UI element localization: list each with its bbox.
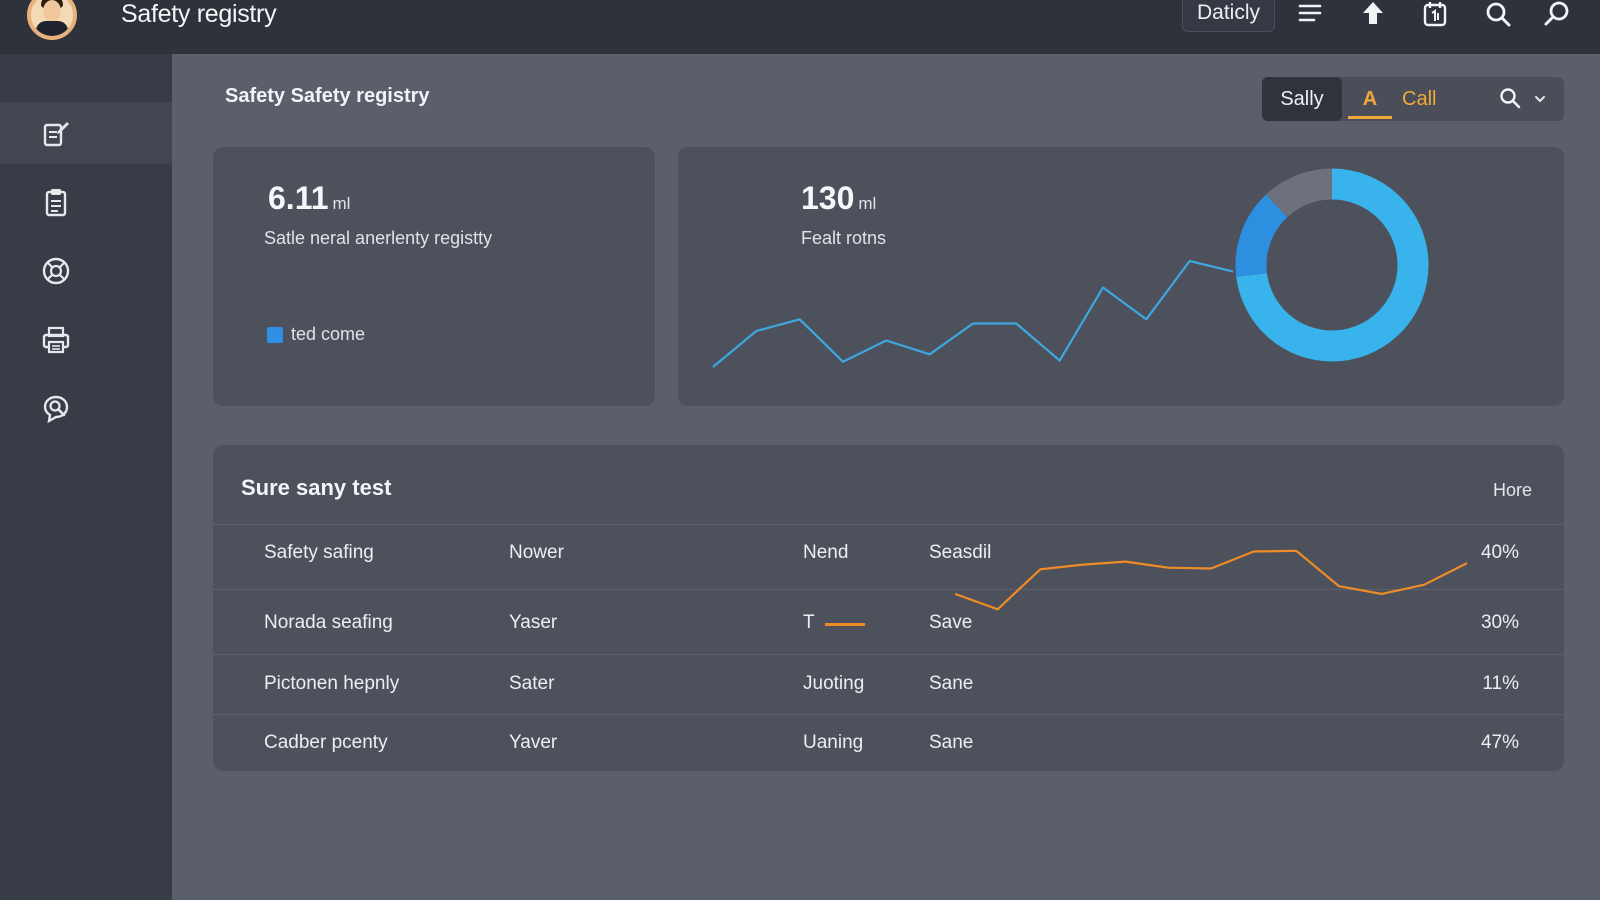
- sidebar-item-printer[interactable]: [0, 309, 172, 371]
- edit-document-icon: [43, 122, 69, 147]
- sidebar-item-support[interactable]: [0, 240, 172, 302]
- cell-col2: Nower: [509, 542, 564, 563]
- menu-icon[interactable]: [1296, 0, 1324, 28]
- metric-label: Satle neral anerlenty registty: [264, 228, 493, 248]
- legend-label: ted come: [291, 324, 366, 344]
- donut-chart: [1235, 168, 1429, 362]
- cell-col3: T: [803, 612, 815, 633]
- metric-value: 6.11 ml: [268, 180, 351, 216]
- metric-value: 130 ml: [801, 180, 877, 216]
- metric-label: Fealt rotns: [801, 228, 887, 248]
- trend-line-chart: [712, 259, 1234, 368]
- divider: [213, 524, 1563, 525]
- find-icon[interactable]: [1543, 0, 1571, 28]
- active-tab-underline: [1348, 116, 1392, 119]
- metric-card-left: 6.11 ml Satle neral anerlenty registty te…: [213, 147, 655, 406]
- cell-percent: 11%: [1482, 673, 1519, 694]
- cell-name: Cadber pcenty: [264, 732, 388, 753]
- cell-percent: 30%: [1480, 612, 1519, 633]
- donut-slice-1: [1235, 168, 1429, 362]
- cell-col4: Sane: [929, 732, 974, 753]
- table-row[interactable]: Safety safing Nower Nend Seasdil 40%: [213, 542, 1563, 604]
- cell-col2: Yaser: [509, 612, 558, 633]
- cell-name: Pictonen hepnly: [264, 673, 400, 694]
- cell-col4: Seasdil: [929, 542, 992, 563]
- legend-swatch: [267, 327, 283, 343]
- filter-option-call[interactable]: Call: [1402, 88, 1437, 110]
- cell-col4: Sane: [929, 673, 974, 694]
- filter-option-a[interactable]: A: [1362, 88, 1378, 110]
- cell-col3: Nend: [803, 542, 849, 563]
- divider: [213, 589, 1563, 590]
- cell-name: Safety safing: [264, 542, 374, 563]
- table-row[interactable]: Pictonen hepnly Sater Juoting Sane 11%: [213, 673, 1563, 735]
- sidebar: [0, 54, 172, 900]
- upload-arrow-icon[interactable]: [1359, 0, 1387, 28]
- filter-segmented-control: Sally A Call: [1262, 77, 1564, 121]
- table-row[interactable]: Cadber pcenty Yaver Uaning Sane 47%: [213, 732, 1563, 771]
- calendar-icon[interactable]: [1421, 0, 1449, 28]
- app-title: Safety registry: [121, 0, 277, 28]
- chat-search-icon: [43, 395, 69, 424]
- search-icon[interactable]: [1484, 0, 1512, 28]
- table-title: Sure sany test: [241, 475, 392, 500]
- cell-percent: 40%: [1480, 542, 1519, 563]
- divider: [213, 654, 1563, 655]
- donut-slice-2: [1235, 168, 1429, 362]
- orange-dash-marker: [825, 623, 865, 626]
- cell-name: Norada seafing: [264, 612, 393, 633]
- blue-series-line: [712, 259, 1234, 368]
- cell-col2: Sater: [509, 673, 555, 694]
- top-bar: Safety registry Daticly: [0, 0, 1600, 54]
- avatar[interactable]: [27, 0, 77, 40]
- cell-col2: Yaver: [509, 732, 558, 753]
- printer-icon: [42, 326, 70, 354]
- page-title: Safety Safety registry: [225, 85, 430, 107]
- divider: [213, 714, 1563, 715]
- sidebar-item-chat-search[interactable]: [0, 378, 172, 440]
- cell-col4: Save: [929, 612, 973, 633]
- daticly-button[interactable]: Daticly: [1182, 0, 1276, 32]
- clipboard-icon: [45, 189, 67, 217]
- filter-search-icon[interactable]: [1498, 86, 1522, 110]
- sidebar-item-clipboard[interactable]: [0, 171, 172, 233]
- cell-col3: Juoting: [803, 673, 865, 694]
- table-row[interactable]: Norada seafing Yaser T Save 30%: [213, 612, 1563, 674]
- chevron-down-icon[interactable]: [1532, 91, 1548, 107]
- more-link[interactable]: Hore: [1492, 480, 1532, 500]
- cell-percent: 47%: [1480, 732, 1519, 753]
- support-icon: [42, 257, 70, 285]
- sidebar-item-edit[interactable]: [0, 102, 172, 164]
- metric-card-right: 130 ml Fealt rotns: [678, 147, 1564, 406]
- filter-option-sally[interactable]: Sally: [1262, 77, 1342, 121]
- table-card: Sure sany test Hore Safety safing Nower …: [213, 445, 1564, 771]
- cell-col3: Uaning: [803, 732, 864, 753]
